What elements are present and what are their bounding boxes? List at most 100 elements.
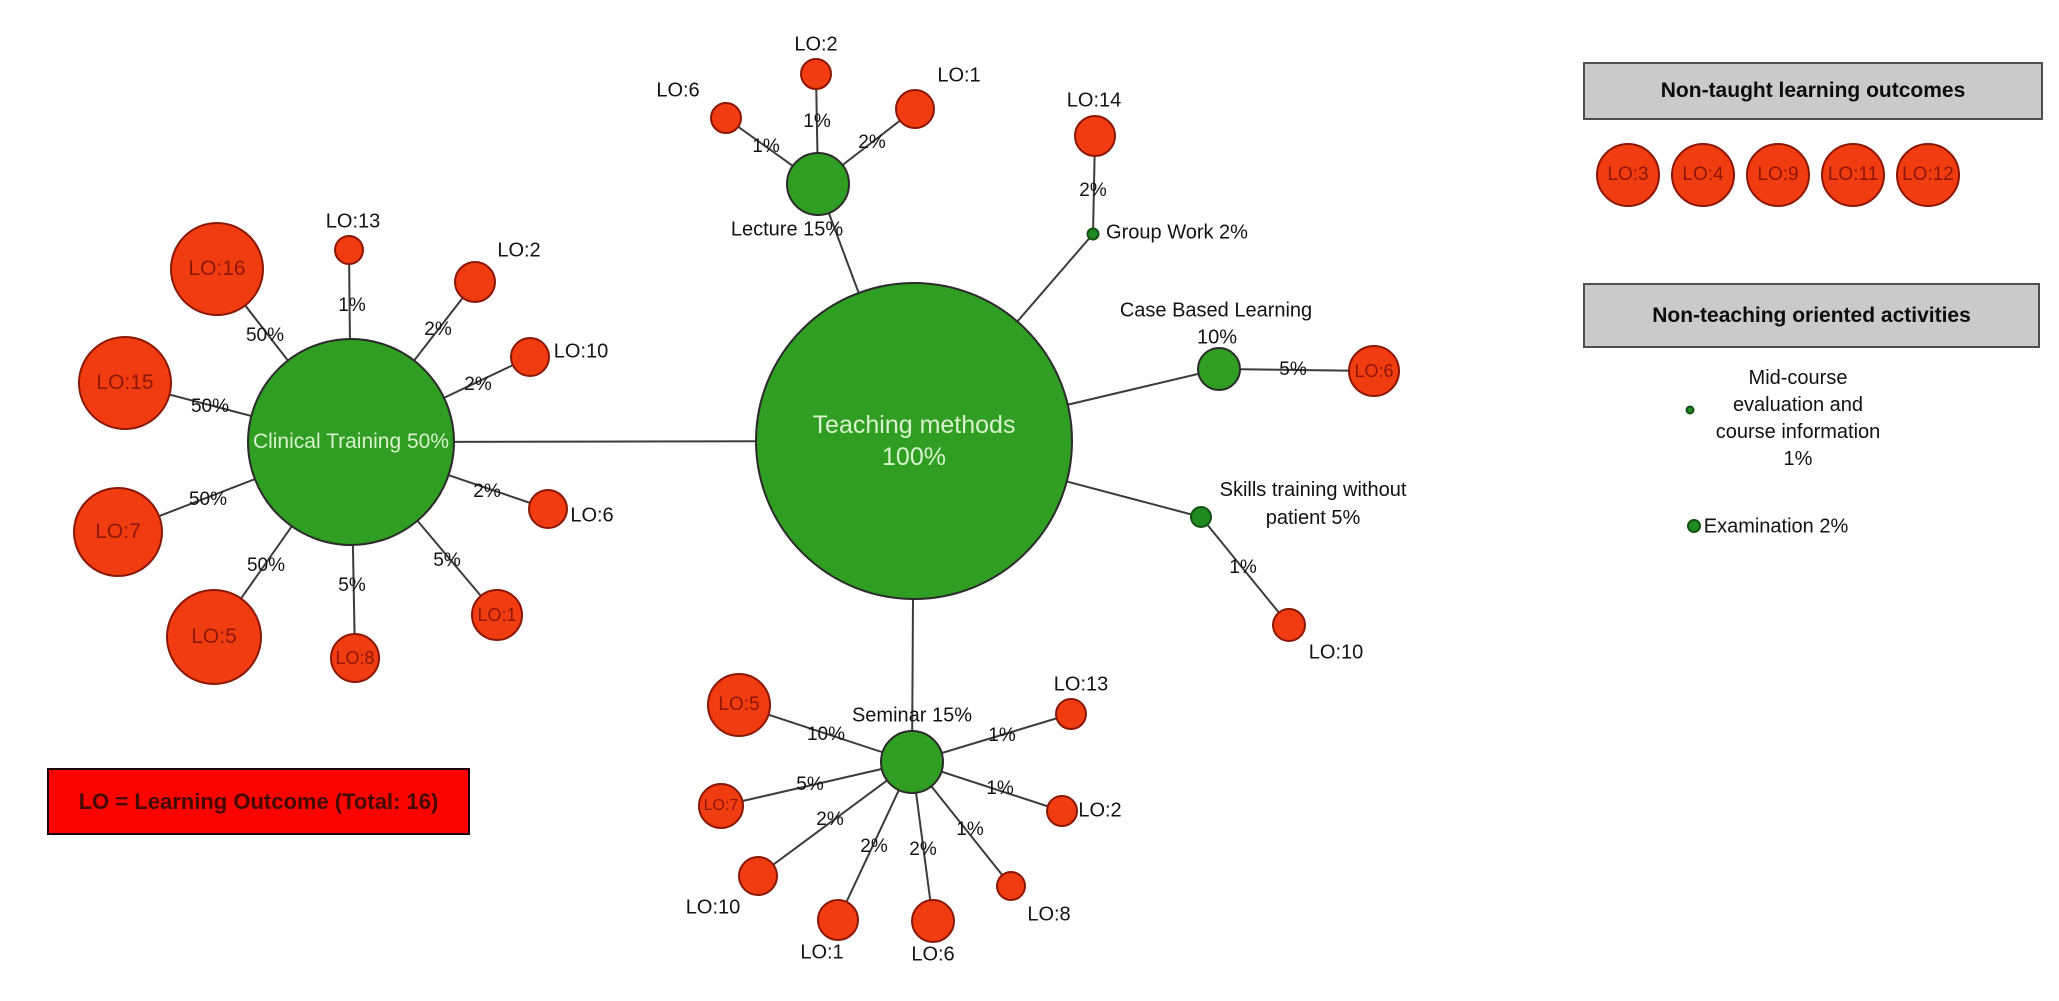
clinical-lo1-node: LO:1 [471,589,523,641]
case-based-pct: 10% [1196,326,1238,349]
non-taught-lo3-node: LO:3 [1596,143,1660,207]
seminar-lo7-pct: 5% [796,774,824,795]
lecture-lo6-label: LO:6 [656,79,700,102]
non-taught-lo12-node: LO:12 [1896,143,1960,207]
casebased-lo6-pct: 5% [1279,359,1307,380]
clinical-lo5-node: LO:5 [166,589,262,685]
clinical-lo7-pct: 50% [188,489,228,510]
clinical-lo8-node: LO:8 [330,633,380,683]
non-taught-lo11-node: LO:11 [1821,143,1885,207]
seminar-lo2-pct: 1% [986,778,1014,799]
group-work-label: Group Work 2% [1106,221,1248,244]
case-based-node [1197,347,1241,391]
lecture-lo1-pct: 2% [858,132,886,153]
seminar-lo13-pct: 1% [988,725,1016,746]
groupwork-lo14-node [1074,115,1116,157]
seminar-lo1-label: LO:1 [800,941,844,964]
clinical-training-node: Clinical Training 50% [247,338,455,546]
clinical-lo15-label: LO:15 [96,370,154,394]
clinical-lo15-node: LO:15 [78,336,172,430]
clinical-lo13-label: LO:13 [325,210,381,233]
non-taught-lo4-label: LO:4 [1682,164,1724,186]
clinical-lo13-node [334,235,364,265]
seminar-lo7-node: LO:7 [698,783,744,829]
legend-label: LO = Learning Outcome (Total: 16) [78,788,439,814]
seminar-lo2-label: LO:2 [1078,799,1122,822]
clinical-lo16-pct: 50% [245,325,285,346]
clinical-lo8-label: LO:8 [335,647,375,668]
non-taught-lo4-node: LO:4 [1671,143,1735,207]
seminar-lo1-node [817,899,859,941]
lecture-lo1-node [895,89,935,129]
clinical-lo1-label: LO:1 [477,604,517,625]
clinical-training-label: Clinical Training 50% [252,430,450,453]
clinical-lo6-pct: 2% [473,481,501,502]
clinical-lo8-pct: 5% [338,575,366,596]
lecture-lo6-node [710,102,742,134]
skills-training-label: Skills training without patient 5% [1219,479,1407,529]
link-skills-lo10 [1200,516,1290,626]
clinical-lo6-node [528,489,568,529]
seminar-node [880,730,944,794]
non-taught-lo9-node: LO:9 [1746,143,1810,207]
non-taught-lo3-label: LO:3 [1607,164,1649,186]
skills-lo10-pct: 1% [1229,557,1257,578]
lecture-lo2-node [800,58,832,90]
non-teaching-header-label: Non-teaching oriented activities [1652,303,1971,327]
skills-lo10-node [1272,608,1306,642]
seminar-lo7-label: LO:7 [703,796,739,814]
seminar-lo1-pct: 2% [860,836,888,857]
lecture-node [786,152,850,216]
seminar-lo10-node [738,856,778,896]
clinical-lo2-node [454,261,496,303]
clinical-lo13-pct: 1% [338,295,366,316]
mid-course-dot [1685,405,1695,415]
casebased-lo6-node: LO:6 [1348,345,1400,397]
clinical-lo1-pct: 5% [433,550,461,571]
examination-label: Examination 2% [1703,515,1849,538]
clinical-lo7-node: LO:7 [73,487,163,577]
non-teaching-header: Non-teaching oriented activities [1583,283,2040,348]
teaching-methods-node: Teaching methods 100% [755,282,1073,600]
clinical-lo5-label: LO:5 [191,624,237,648]
seminar-label: Seminar 15% [851,704,973,727]
seminar-lo13-node [1055,698,1087,730]
clinical-lo7-label: LO:7 [95,519,141,543]
seminar-lo6-pct: 2% [909,839,937,860]
non-taught-header-label: Non-taught learning outcomes [1660,79,1966,102]
clinical-lo10-label: LO:10 [553,340,609,363]
clinical-lo5-pct: 50% [246,555,286,576]
seminar-lo8-pct: 1% [956,819,984,840]
examination-dot [1687,519,1701,533]
group-work-node [1086,227,1100,241]
mid-course-label: Mid-course evaluation and course informa… [1715,367,1881,470]
lecture-lo2-pct: 1% [803,111,831,132]
clinical-lo16-label: LO:16 [188,256,246,280]
skills-lo10-label: LO:10 [1308,641,1364,664]
clinical-lo15-pct: 50% [190,396,230,417]
legend-box: LO = Learning Outcome (Total: 16) [47,768,470,835]
groupwork-lo14-label: LO:14 [1066,89,1122,112]
seminar-lo10-label: LO:10 [685,896,741,919]
seminar-lo8-node [996,871,1026,901]
teaching-methods-label: Teaching methods 100% [812,411,1016,471]
seminar-lo2-node [1046,795,1078,827]
clinical-lo2-pct: 2% [424,319,452,340]
groupwork-lo14-pct: 2% [1079,180,1107,201]
seminar-lo5-label: LO:5 [718,694,760,716]
seminar-lo6-node [911,899,955,943]
seminar-lo10-pct: 2% [816,809,844,830]
case-based-label: Case Based Learning [1119,299,1313,322]
seminar-lo6-label: LO:6 [911,943,955,966]
lecture-lo6-pct: 1% [752,136,780,157]
seminar-lo8-label: LO:8 [1027,903,1071,926]
non-taught-lo9-label: LO:9 [1757,164,1799,186]
lecture-label: Lecture 15% [730,218,844,241]
lecture-lo2-label: LO:2 [794,33,838,56]
non-taught-lo12-label: LO:12 [1902,164,1954,186]
clinical-lo2-label: LO:2 [497,239,541,262]
seminar-lo13-label: LO:13 [1053,673,1109,696]
clinical-lo10-pct: 2% [464,374,492,395]
seminar-lo5-pct: 10% [806,724,846,745]
